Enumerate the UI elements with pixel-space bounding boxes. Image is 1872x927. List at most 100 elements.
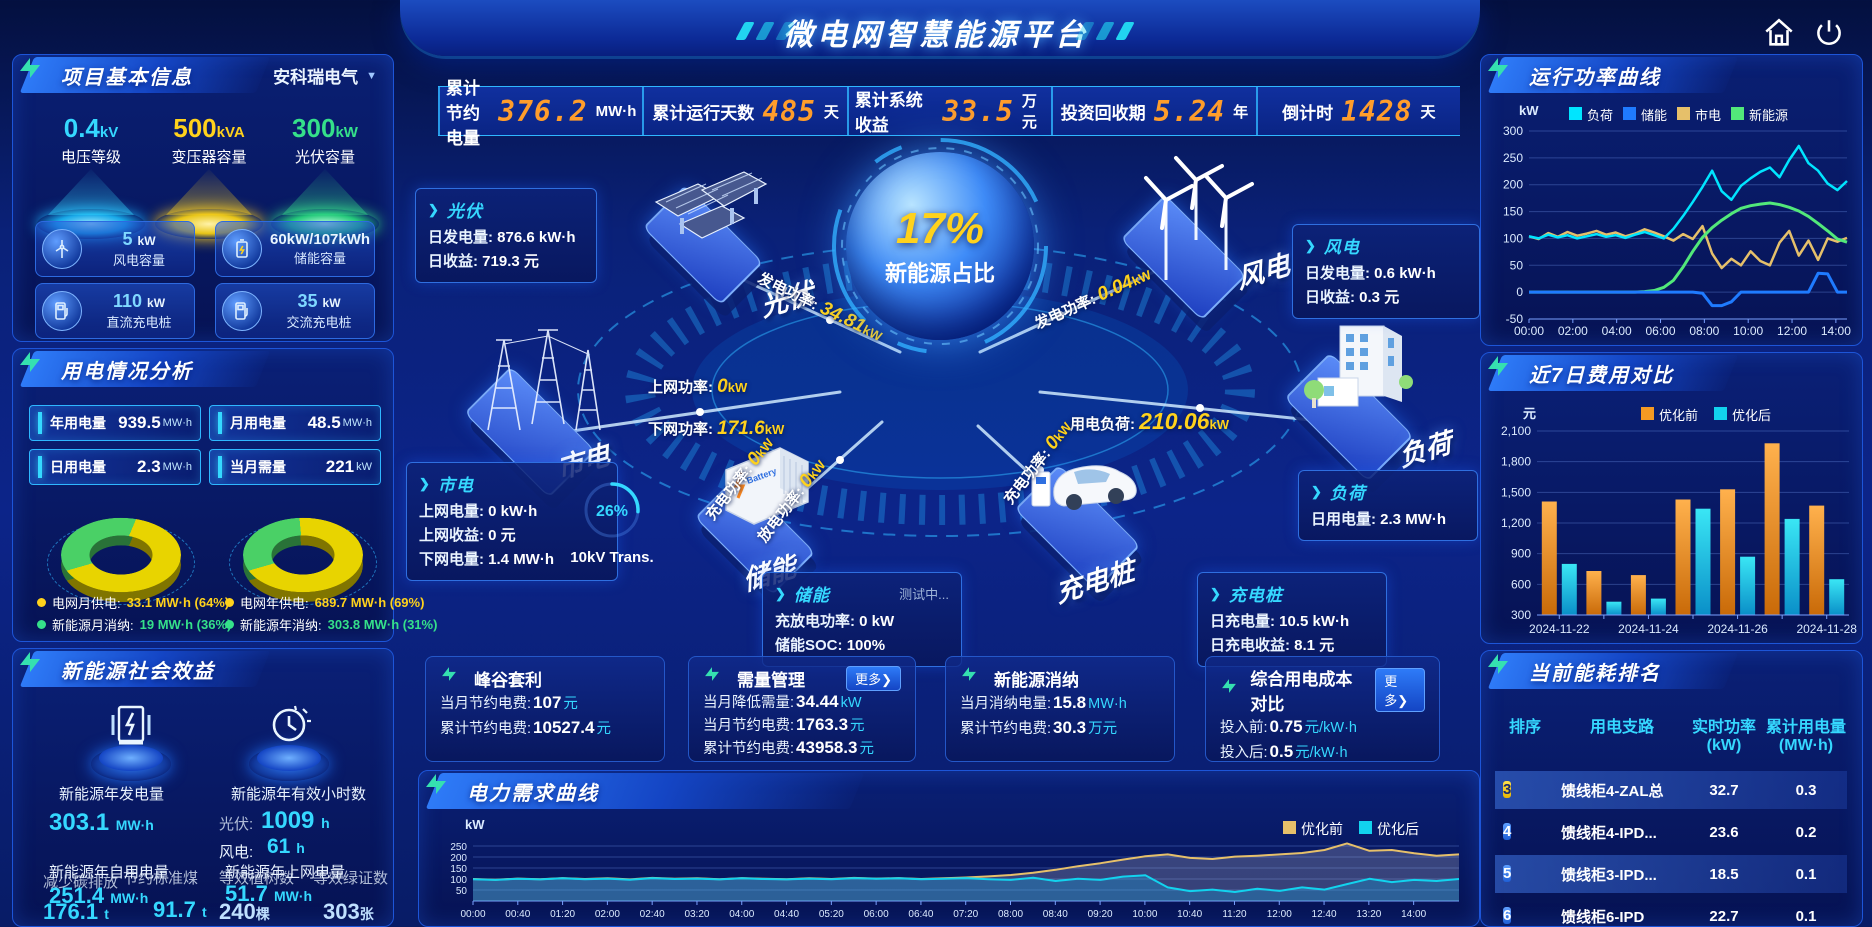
grid-export-value: 51.7 MW·h xyxy=(225,881,313,906)
panel-title: 项目基本信息 xyxy=(61,67,193,89)
pv-hours-value: 1009 h xyxy=(261,807,330,834)
table-row[interactable]: 3 馈线柜4-ZAL总 32.7 0.3 xyxy=(1495,771,1847,809)
kpi-saved-energy: 累计节约电量 376.2 MW·h xyxy=(438,79,642,148)
panel-title: 近7日费用对比 xyxy=(1529,365,1675,387)
arrow-icon: ❯ xyxy=(428,201,439,217)
panel-title: 当前能耗排名 xyxy=(1529,663,1661,685)
storage-status: 测试中... xyxy=(899,587,949,602)
panel-newenergy-consume: 新能源消纳 当月消纳电量: 15.8 MW·h 累计节约电费: 30.3 万元 xyxy=(945,656,1175,762)
power-curve-legend[interactable]: 负荷 储能 市电 新能源 xyxy=(1569,105,1788,124)
pv-info-panel: ❯ 光伏 日发电量: 876.6 kW·h 日收益: 719.3 元 xyxy=(415,188,597,283)
panel-cost7: 近7日费用对比 元 优化前 优化后 300 600 900 1,200 1,500 1,8… xyxy=(1480,352,1863,644)
pv-hours-label: 光伏: xyxy=(219,816,254,833)
svg-text:250: 250 xyxy=(450,842,467,853)
svg-text:26%: 26% xyxy=(596,503,628,520)
panel-corner-icon xyxy=(1220,677,1242,703)
clock-icon xyxy=(272,705,311,742)
panel-corner-icon xyxy=(1485,353,1511,379)
cert-label: 等效绿证数 xyxy=(313,870,389,887)
svg-text:50: 50 xyxy=(456,886,468,897)
ev-car-icon xyxy=(1031,465,1137,510)
panel-social-benefit: 新能源社会效益 新能源年发电量 303.1 MW·h 新能源年有效小时数 光伏:… xyxy=(12,648,394,927)
arrow-icon: ❯ xyxy=(1305,237,1316,253)
svg-text:06:40: 06:40 xyxy=(908,909,933,920)
table-row[interactable]: 5 馈线柜3-IPD... 18.5 0.1 xyxy=(1495,855,1847,893)
stat-month-demand: 当月需量 221 kW xyxy=(209,449,381,485)
ranking-header: 排序 用电支路 实时功率 (kW) 累计用电量 (MW·h) xyxy=(1508,719,1846,754)
arrow-icon: ❯ xyxy=(419,475,430,491)
tree-label: 等效植树数 xyxy=(219,870,295,887)
charger-icon xyxy=(42,291,82,331)
panel-title: 运行功率曲线 xyxy=(1529,67,1661,89)
svg-text:04:00: 04:00 xyxy=(1602,324,1632,338)
svg-text:0: 0 xyxy=(1516,285,1523,299)
cert-value: 303张 xyxy=(323,899,374,924)
svg-text:06:00: 06:00 xyxy=(864,909,889,920)
svg-text:10:00: 10:00 xyxy=(1132,909,1157,920)
wind-turbines-icon xyxy=(1144,156,1254,280)
wind-turbine-icon xyxy=(42,229,82,269)
hours-label: 新能源年有效小时数 xyxy=(231,786,367,803)
coal-value: 91.7 t xyxy=(153,897,207,922)
battery-container-icon: Battery xyxy=(725,447,809,525)
panel-corner-icon xyxy=(17,55,43,81)
self-use-label: 新能源年自用电量 xyxy=(49,864,170,881)
table-row[interactable]: 6 馈线柜6-IPD 22.7 0.1 xyxy=(1503,907,1817,926)
wind-info-panel: ❯ 风电 日发电量: 0.6 kW·h 日收益: 0.3 元 xyxy=(1292,224,1480,319)
svg-text:07:20: 07:20 xyxy=(953,909,978,920)
demand-legend[interactable]: 优化前 优化后 xyxy=(1283,819,1419,839)
svg-text:1,800: 1,800 xyxy=(1501,455,1531,469)
kpi-payback: 投资回收期 5.24 年 xyxy=(1051,87,1255,135)
legend-newenergy-month: 新能源月消纳: 19 MW·h (36%) xyxy=(37,615,231,634)
svg-text:100: 100 xyxy=(1503,231,1523,245)
svg-text:00:40: 00:40 xyxy=(505,909,530,920)
kpi-run-days: 累计运行天数 485 天 xyxy=(642,87,846,135)
more-button[interactable]: 更多❯ xyxy=(846,665,901,691)
tree-value: 240棵 xyxy=(219,899,270,924)
flow-wind-generation: 发电功率: 0.04kW xyxy=(1032,267,1154,333)
svg-text:09:20: 09:20 xyxy=(1088,909,1113,920)
svg-text:08:00: 08:00 xyxy=(1689,324,1719,338)
charger-icon xyxy=(222,291,262,331)
home-icon[interactable] xyxy=(1762,16,1796,50)
table-row[interactable]: 4 馈线柜4-IPD... 23.6 0.2 xyxy=(1503,823,1817,842)
rank-badge: 4 xyxy=(1503,823,1512,840)
rank-badge: 6 xyxy=(1503,907,1512,924)
card-storage-capacity: 60kW/107kWh 储能容量 xyxy=(215,221,375,277)
company-dropdown[interactable]: 安科瑞电气 ▼ xyxy=(273,68,377,87)
svg-text:2,100: 2,100 xyxy=(1501,424,1531,438)
arrow-icon: ❯ xyxy=(775,585,786,601)
cost7-legend[interactable]: 优化前 优化后 xyxy=(1641,405,1771,424)
svg-text:2024-11-28: 2024-11-28 xyxy=(1796,622,1857,636)
rank-badge: 5 xyxy=(1503,865,1512,882)
power-icon[interactable] xyxy=(1812,16,1846,50)
panel-corner-icon xyxy=(1485,55,1511,81)
svg-text:200: 200 xyxy=(1503,178,1523,192)
svg-text:2024-11-22: 2024-11-22 xyxy=(1529,622,1590,636)
panel-cost-compare: 综合用电成本对比 更多❯ 投入前: 0.75 元/kW·h 投入后: 0.5 元/kW·h xyxy=(1205,656,1440,762)
panel-title: 电力需求曲线 xyxy=(467,783,599,805)
power-towers-icon xyxy=(487,329,601,431)
svg-text:14:00: 14:00 xyxy=(1821,324,1851,338)
flow-load-power: 用电负荷: 210.06kW xyxy=(1070,408,1230,434)
cost7-bar-chart: 300 600 900 1,200 1,500 1,800 2,100 2024-11-22 2… xyxy=(1485,423,1857,642)
svg-text:200: 200 xyxy=(450,853,467,864)
stat-year-usage: 年用电量 939.5 MW·h xyxy=(29,405,201,441)
stat-month-usage: 月用电量 48.5 MW·h xyxy=(209,405,381,441)
flow-grid-export: 上网功率: 0kW xyxy=(648,376,748,397)
legend-grid-year: 电网年供电: 689.7 MW·h (69%) xyxy=(225,593,424,612)
coal-label: 节约标准煤 xyxy=(123,870,199,887)
gen-value: 303.1 MW·h xyxy=(49,809,154,836)
storage-info-panel: ❯ 储能 测试中... 充放电功率: 0 kW 储能SOC: 100% xyxy=(762,572,962,667)
card-dc-charger: 110 kW 直流充电桩 xyxy=(35,283,195,339)
arrow-icon: ❯ xyxy=(1210,585,1221,601)
svg-text:02:00: 02:00 xyxy=(1558,324,1588,338)
panel-demand-curve: 电力需求曲线 kW 优化前 优化后 50 100 150 200 250 00:00 00:… xyxy=(418,770,1480,927)
svg-text:08:40: 08:40 xyxy=(1043,909,1068,920)
panel-corner-icon xyxy=(17,649,43,675)
svg-text:12:40: 12:40 xyxy=(1312,909,1337,920)
svg-text:1,500: 1,500 xyxy=(1501,485,1531,499)
more-button[interactable]: 更多❯ xyxy=(1375,668,1426,712)
gauge-ring: 26% xyxy=(584,482,640,538)
